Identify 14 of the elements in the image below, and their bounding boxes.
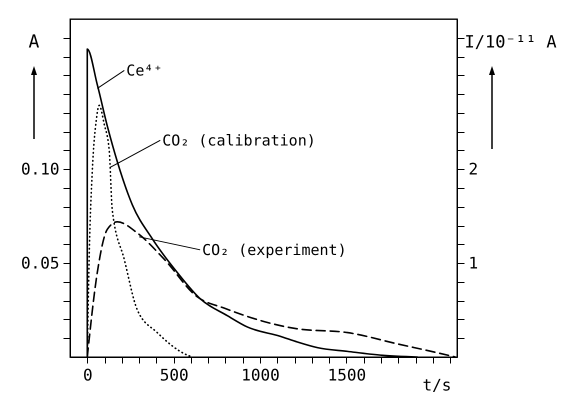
- y2-tick-label: 2: [468, 160, 478, 179]
- y2-axis-title: I/10⁻¹¹ A: [464, 32, 557, 52]
- y-tick-label: 0.05: [20, 254, 60, 273]
- x-tick-label: 500: [160, 366, 189, 384]
- annotation: CO₂ (experiment): [202, 240, 347, 259]
- x-tick-label: 1500: [328, 366, 366, 384]
- annotation: Ce⁴⁺: [126, 61, 162, 80]
- x-tick-label: 0: [82, 366, 93, 384]
- x-tick-label: 1000: [241, 366, 280, 384]
- x-axis-title: t/s: [422, 376, 452, 394]
- annotation: CO₂ (calibration): [162, 131, 316, 150]
- y2-tick-label: 1: [468, 254, 478, 273]
- y-axis-title: A: [28, 32, 40, 52]
- y-tick-label: 0.10: [20, 160, 60, 179]
